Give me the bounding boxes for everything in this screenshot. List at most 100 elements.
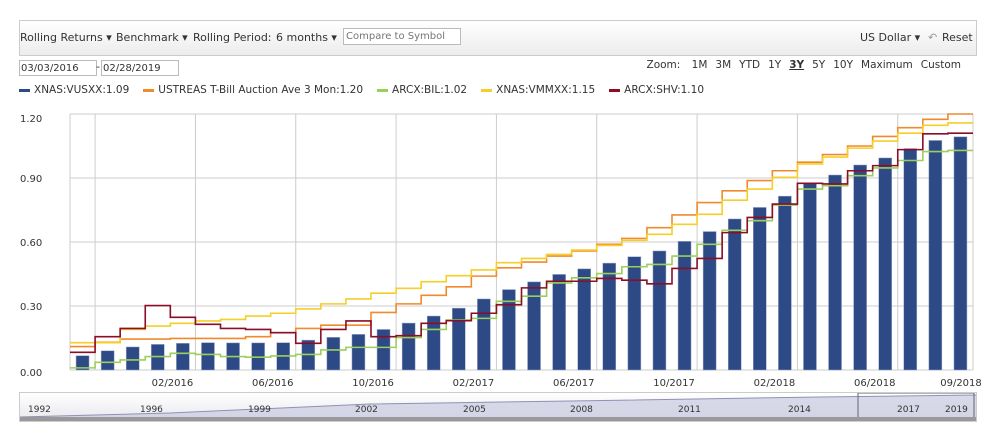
- legend-item[interactable]: XNAS:VUSXX:1.09: [19, 84, 129, 96]
- timeline-navigator[interactable]: 1992 1996 1999 2002 2005 2008 2011 2014 2017 2019: [19, 392, 977, 422]
- zoom-options: Zoom: 1M 3M YTD 1Y 3Y 5Y 10Y Maximum Custom: [647, 59, 961, 71]
- y-tick-label: 0.90: [20, 174, 43, 185]
- undo-icon: ↶: [928, 31, 938, 44]
- bar-17: [477, 298, 491, 371]
- y-tick-label: 1.20: [20, 114, 43, 125]
- bar-32: [853, 164, 867, 371]
- x-tick-label: 02/2016: [151, 378, 194, 389]
- y-tick-label: 0.00: [20, 368, 43, 379]
- bar-33: [878, 157, 892, 371]
- y-tick-label: 0.60: [20, 238, 43, 249]
- x-tick-label: 06/2016: [251, 378, 294, 389]
- legend-item[interactable]: USTREAS T-Bill Auction Ave 3 Mon:1.20: [143, 84, 363, 96]
- bar-27: [727, 218, 742, 371]
- navigator-year-label: 1999: [248, 405, 271, 415]
- bar-18: [502, 289, 516, 371]
- line-arcx-shv: [70, 132, 973, 354]
- legend-item[interactable]: ARCX:BIL:1.02: [377, 84, 467, 96]
- bar-23: [627, 256, 642, 371]
- zoom-option-3m[interactable]: 3M: [715, 59, 732, 71]
- legend-swatch: [143, 88, 155, 92]
- start-date-input[interactable]: [19, 60, 97, 76]
- navigator-year-label: 2014: [788, 405, 811, 415]
- compare-symbol-input[interactable]: [343, 28, 461, 45]
- bar-29: [778, 195, 792, 371]
- navigator-area: [20, 393, 976, 421]
- line-xnas-vmmxx: [70, 122, 973, 344]
- reset-button[interactable]: Reset: [942, 31, 973, 44]
- legend-swatch: [19, 88, 30, 92]
- x-tick-label: 10/2017: [653, 378, 695, 389]
- navigator-year-label: 2019: [945, 405, 968, 415]
- end-date-input[interactable]: [101, 60, 179, 76]
- legend-label: ARCX:BIL:1.02: [392, 84, 468, 96]
- zoom-label: Zoom:: [646, 59, 681, 71]
- legend-swatch: [481, 88, 493, 92]
- legend-item[interactable]: ARCX:SHV:1.10: [609, 84, 704, 96]
- legend-label: XNAS:VUSXX:1.09: [34, 84, 130, 96]
- navigator-year-label: 2017: [897, 405, 920, 415]
- legend-swatch: [377, 88, 389, 92]
- date-separator: -: [96, 60, 100, 73]
- bar-12: [351, 334, 366, 371]
- legend-label: ARCX:SHV:1.10: [624, 84, 704, 96]
- zoom-option-1y[interactable]: 1Y: [768, 59, 782, 71]
- zoom-option-maximum[interactable]: Maximum: [861, 59, 913, 71]
- legend-label: XNAS:VMMXX:1.15: [496, 84, 596, 96]
- bar-20: [552, 274, 566, 371]
- bar-1: [75, 355, 90, 371]
- bar-31: [828, 174, 842, 371]
- bar-11: [326, 337, 341, 371]
- bar-3: [125, 346, 140, 371]
- bar-24: [652, 250, 667, 371]
- x-tick-label: 10/2016: [352, 378, 394, 389]
- bar-35: [928, 140, 943, 371]
- navigator-year-label: 2002: [355, 405, 378, 415]
- bar-25: [677, 241, 692, 371]
- bar-34: [903, 148, 918, 371]
- bar-30: [803, 183, 817, 371]
- legend-swatch: [609, 88, 621, 92]
- x-tick-label: 09/2018: [940, 378, 982, 389]
- zoom-option-custom[interactable]: Custom: [920, 59, 961, 71]
- navigator-year-label: 2011: [678, 405, 701, 415]
- bar-6: [201, 342, 215, 371]
- legend-label: USTREAS T-Bill Auction Ave 3 Mon:1.20: [158, 84, 364, 96]
- bar-26: [702, 231, 717, 371]
- rolling-period-label: Rolling Period:: [193, 31, 272, 44]
- bar-19: [527, 281, 541, 371]
- bar-14: [401, 322, 416, 371]
- bar-21: [577, 268, 591, 371]
- bar-15: [426, 315, 441, 371]
- zoom-option-10y[interactable]: 10Y: [833, 59, 854, 71]
- benchmark-dropdown[interactable]: Benchmark ▾: [116, 31, 188, 44]
- x-tick-label: 06/2018: [853, 378, 896, 389]
- zoom-option-ytd[interactable]: YTD: [739, 59, 761, 71]
- navigator-selection[interactable]: [857, 393, 975, 421]
- bar-28: [753, 207, 767, 371]
- bar-22: [602, 262, 617, 371]
- rolling-returns-dropdown[interactable]: Rolling Returns ▾: [20, 31, 112, 44]
- navigator-year-label: 1996: [140, 405, 163, 415]
- bar-5: [176, 343, 190, 371]
- zoom-option-3y[interactable]: 3Y: [789, 59, 805, 71]
- zoom-option-1m[interactable]: 1M: [691, 59, 708, 71]
- zoom-option-5y[interactable]: 5Y: [812, 59, 826, 71]
- bar-2: [100, 350, 115, 371]
- bar-36: [953, 136, 968, 371]
- legend-item[interactable]: XNAS:VMMXX:1.15: [481, 84, 595, 96]
- legend: XNAS:VUSXX:1.09 USTREAS T-Bill Auction Av…: [19, 84, 718, 96]
- bar-13: [376, 329, 391, 371]
- chart-plot: [69, 113, 974, 371]
- x-tick-label: 02/2018: [753, 378, 796, 389]
- navigator-year-label: 1992: [28, 405, 51, 415]
- currency-dropdown[interactable]: US Dollar ▾: [860, 31, 921, 44]
- x-tick-label: 02/2017: [452, 378, 495, 389]
- navigator-year-label: 2008: [570, 405, 593, 415]
- rolling-period-dropdown[interactable]: 6 months ▾: [276, 31, 337, 44]
- bar-16: [452, 307, 466, 371]
- x-tick-label: 06/2017: [552, 378, 595, 389]
- y-tick-label: 0.30: [20, 302, 43, 313]
- toolbar: Rolling Returns ▾ Benchmark ▾ Rolling Pe…: [19, 20, 977, 56]
- navigator-year-label: 2005: [463, 405, 486, 415]
